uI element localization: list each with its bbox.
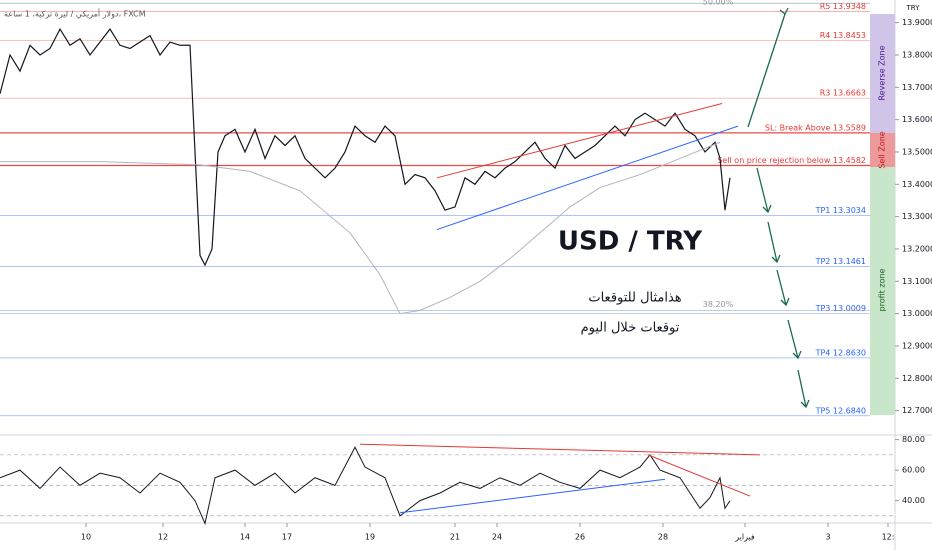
y-tick-label: 13.90000 — [902, 18, 932, 27]
level-label: TP5 12.6840 — [815, 406, 866, 415]
fib-label: 50.00% — [703, 0, 734, 7]
sell-zone — [870, 133, 895, 167]
level-label: TP4 12.8630 — [815, 348, 866, 357]
x-tick-label: 14 — [240, 533, 250, 542]
rsi-tick-label: 60.00 — [902, 466, 925, 475]
x-tick-label: فبراير — [734, 533, 755, 542]
rsi-trendline — [399, 478, 666, 514]
x-tick-label: 10 — [81, 533, 91, 542]
profit-zone — [870, 167, 895, 415]
level-label: R3 13.6663 — [820, 89, 866, 98]
level-label: R4 13.8453 — [820, 31, 866, 40]
level-label: Sell on price rejection below 13.4582 — [717, 156, 866, 165]
rsi-trendline — [647, 454, 751, 497]
y-tick-label: 13.80000 — [902, 50, 932, 59]
reverse-zone — [870, 14, 895, 133]
zone-label: Reverse Zone — [878, 45, 887, 100]
projection-arrows — [747, 7, 810, 409]
x-tick-label: 3 — [825, 533, 830, 542]
y-tick-label: 13.60000 — [902, 115, 932, 124]
rsi-line — [0, 446, 731, 526]
currency-label: TRY — [906, 4, 921, 12]
y-tick-label: 12.70000 — [902, 406, 932, 415]
price-line — [0, 141, 721, 315]
level-label: TP3 13.0009 — [815, 304, 866, 313]
y-tick-label: 13.10000 — [902, 277, 932, 286]
y-tick-label: 13.40000 — [902, 180, 932, 189]
zone-label: profit zone — [878, 268, 887, 311]
price-line — [0, 27, 731, 267]
fib-label: 38.20% — [703, 300, 734, 309]
y-tick-label: 12.90000 — [902, 341, 932, 350]
x-tick-label: 12: — [882, 533, 895, 542]
note: توقعات خلال اليوم — [581, 321, 680, 336]
y-tick-label: 13.50000 — [902, 147, 932, 156]
x-tick-label: 21 — [450, 533, 460, 542]
y-tick-label: 12.80000 — [902, 374, 932, 383]
x-tick-label: 19 — [365, 533, 375, 542]
x-tick-label: 24 — [492, 533, 502, 542]
zone-label: Sell Zone — [878, 131, 887, 168]
x-tick-label: 17 — [282, 533, 292, 542]
level-label: TP1 13.3034 — [815, 206, 866, 215]
trendline — [436, 125, 739, 231]
rsi-trendline — [359, 443, 761, 456]
trendline — [436, 102, 723, 179]
y-tick-label: 13.00000 — [902, 309, 932, 318]
y-tick-label: 13.20000 — [902, 244, 932, 253]
y-tick-label: 13.30000 — [902, 212, 932, 221]
x-tick-label: 26 — [575, 533, 585, 542]
y-tick-label: 13.70000 — [902, 83, 932, 92]
level-label: SL: Break Above 13.5589 — [765, 123, 866, 132]
level-label: TP2 13.1461 — [815, 257, 866, 266]
symbol-legend: دولار أمريكي / ليرة تركية، 1 ساعة، FXCM — [4, 9, 146, 19]
x-tick-label: 28 — [658, 533, 668, 542]
note: هذامثال للتوقعات — [588, 291, 681, 306]
rsi-tick-label: 80.00 — [902, 435, 925, 444]
x-tick-label: 12 — [158, 533, 168, 542]
level-label: R5 13.9348 — [820, 2, 866, 11]
rsi-tick-label: 40.00 — [902, 496, 925, 505]
headline: USD / TRY — [558, 227, 703, 257]
